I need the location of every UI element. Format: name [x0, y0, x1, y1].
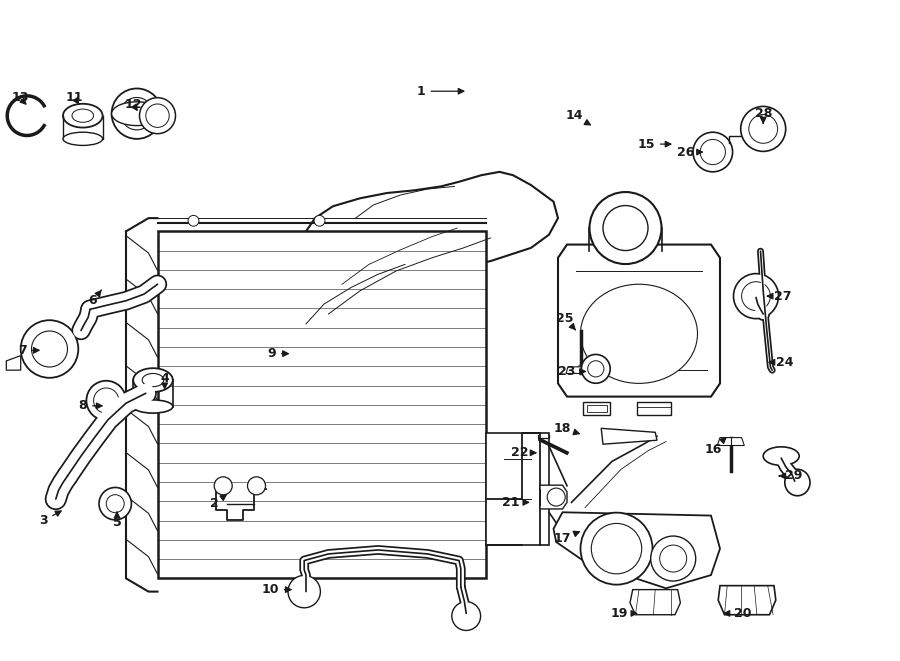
Circle shape [660, 545, 687, 572]
Circle shape [248, 477, 266, 495]
Text: 2: 2 [210, 495, 226, 510]
Ellipse shape [112, 102, 162, 126]
Text: 29: 29 [779, 469, 803, 483]
Circle shape [121, 97, 153, 130]
Text: 14: 14 [565, 109, 590, 125]
Text: 24: 24 [770, 356, 794, 369]
Circle shape [693, 132, 733, 172]
Circle shape [547, 488, 565, 506]
Ellipse shape [72, 109, 94, 122]
Polygon shape [6, 356, 21, 370]
Circle shape [588, 361, 604, 377]
Text: 13: 13 [11, 91, 29, 104]
Ellipse shape [763, 447, 799, 465]
Text: 17: 17 [554, 531, 580, 545]
Bar [637, 402, 671, 415]
Circle shape [21, 320, 78, 378]
Text: 8: 8 [78, 399, 102, 412]
Polygon shape [486, 433, 549, 545]
Ellipse shape [63, 104, 103, 128]
Text: 7: 7 [18, 344, 39, 357]
Polygon shape [630, 590, 680, 615]
Polygon shape [718, 586, 776, 615]
Text: 16: 16 [704, 438, 726, 456]
Text: 3: 3 [39, 511, 61, 527]
Circle shape [288, 575, 320, 608]
Text: 5: 5 [112, 512, 122, 529]
Bar [587, 405, 607, 412]
Circle shape [314, 215, 325, 226]
Text: 9: 9 [267, 347, 288, 360]
Circle shape [734, 274, 778, 319]
Ellipse shape [63, 132, 103, 145]
Text: 1: 1 [417, 85, 464, 98]
Polygon shape [540, 485, 567, 509]
Circle shape [214, 477, 232, 495]
Text: 20: 20 [724, 607, 751, 620]
Circle shape [700, 139, 725, 165]
Circle shape [590, 192, 662, 264]
Circle shape [603, 206, 648, 251]
Circle shape [651, 536, 696, 581]
Circle shape [580, 513, 652, 584]
Ellipse shape [133, 400, 173, 413]
Circle shape [188, 215, 199, 226]
Circle shape [742, 282, 770, 311]
Text: 4: 4 [160, 371, 169, 389]
Text: 19: 19 [610, 607, 636, 620]
Text: 21: 21 [502, 496, 528, 509]
Circle shape [32, 331, 68, 367]
Ellipse shape [580, 284, 698, 383]
Polygon shape [558, 245, 720, 397]
Ellipse shape [785, 469, 810, 496]
Bar [158, 231, 486, 578]
Polygon shape [566, 367, 595, 373]
Text: 28: 28 [754, 107, 772, 123]
Circle shape [106, 494, 124, 513]
Text: 6: 6 [88, 290, 102, 307]
Circle shape [112, 89, 162, 139]
Text: 26: 26 [677, 145, 702, 159]
Polygon shape [717, 438, 744, 446]
Polygon shape [288, 172, 558, 354]
Circle shape [94, 388, 119, 413]
Circle shape [99, 487, 131, 520]
Text: 11: 11 [66, 91, 84, 104]
Circle shape [146, 104, 169, 128]
Text: 23: 23 [558, 365, 585, 378]
Circle shape [140, 98, 176, 134]
Circle shape [741, 106, 786, 151]
Polygon shape [601, 428, 657, 444]
Text: 22: 22 [511, 446, 536, 459]
Circle shape [591, 524, 642, 574]
Ellipse shape [133, 368, 173, 392]
Text: 18: 18 [554, 422, 580, 435]
Text: 12: 12 [124, 98, 142, 111]
Bar [583, 402, 610, 415]
Circle shape [452, 602, 481, 631]
Ellipse shape [142, 373, 164, 387]
Text: 15: 15 [637, 137, 670, 151]
Text: 25: 25 [556, 312, 576, 330]
Circle shape [86, 381, 126, 420]
Text: 10: 10 [261, 583, 291, 596]
Text: 27: 27 [768, 290, 792, 303]
Polygon shape [554, 512, 720, 588]
Circle shape [749, 114, 778, 143]
Circle shape [581, 354, 610, 383]
